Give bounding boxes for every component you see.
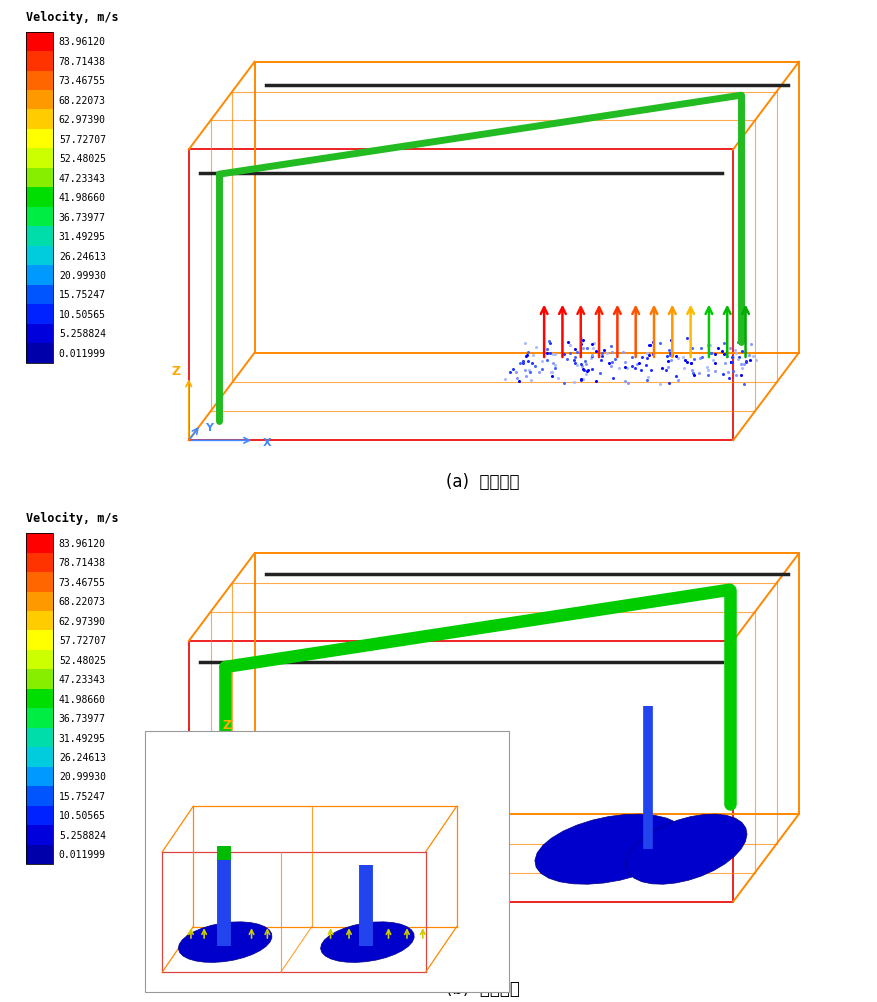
Text: 47.23343: 47.23343 bbox=[59, 173, 106, 183]
Bar bbox=[26, 669, 53, 689]
Text: 52.48025: 52.48025 bbox=[59, 655, 106, 665]
Text: 62.97390: 62.97390 bbox=[59, 616, 106, 626]
Bar bbox=[26, 344, 53, 364]
Polygon shape bbox=[625, 815, 746, 885]
Text: 0.011999: 0.011999 bbox=[59, 349, 106, 359]
Bar bbox=[26, 168, 53, 188]
Bar bbox=[26, 592, 53, 611]
Text: 83.96120: 83.96120 bbox=[59, 538, 106, 548]
Text: 57.72707: 57.72707 bbox=[59, 635, 106, 645]
Bar bbox=[26, 305, 53, 325]
Text: 0.011999: 0.011999 bbox=[59, 850, 106, 860]
Text: 26.24613: 26.24613 bbox=[59, 252, 106, 262]
Bar bbox=[145, 731, 509, 992]
Bar bbox=[26, 149, 53, 168]
Bar bbox=[26, 286, 53, 305]
Bar bbox=[26, 325, 53, 344]
Text: 52.48025: 52.48025 bbox=[59, 154, 106, 164]
Text: (b)  속도분포: (b) 속도분포 bbox=[446, 979, 519, 997]
Text: 68.22073: 68.22073 bbox=[59, 596, 106, 606]
Bar bbox=[26, 689, 53, 708]
Bar bbox=[26, 110, 53, 130]
Bar bbox=[26, 91, 53, 110]
Bar bbox=[26, 572, 53, 592]
Polygon shape bbox=[320, 922, 414, 963]
Text: Z: Z bbox=[171, 365, 180, 378]
Bar bbox=[26, 533, 53, 864]
Bar bbox=[26, 227, 53, 246]
Text: 78.71438: 78.71438 bbox=[59, 57, 106, 67]
Polygon shape bbox=[534, 815, 685, 885]
Text: 78.71438: 78.71438 bbox=[59, 558, 106, 568]
Text: 62.97390: 62.97390 bbox=[59, 115, 106, 125]
Bar bbox=[26, 207, 53, 227]
Text: 36.73977: 36.73977 bbox=[59, 713, 106, 723]
Bar bbox=[26, 747, 53, 767]
Text: 57.72707: 57.72707 bbox=[59, 134, 106, 144]
Text: 73.46755: 73.46755 bbox=[59, 76, 106, 86]
Text: 10.50565: 10.50565 bbox=[59, 811, 106, 821]
Bar bbox=[26, 553, 53, 572]
Bar bbox=[26, 71, 53, 91]
Text: Y: Y bbox=[205, 422, 213, 432]
Bar bbox=[26, 32, 53, 364]
Text: (a)  속도벡타: (a) 속도벡타 bbox=[446, 473, 519, 491]
Text: 5.258824: 5.258824 bbox=[59, 329, 106, 339]
Text: 15.75247: 15.75247 bbox=[59, 291, 106, 301]
Bar bbox=[26, 826, 53, 845]
Text: X: X bbox=[262, 438, 271, 448]
Bar bbox=[26, 787, 53, 806]
Text: 41.98660: 41.98660 bbox=[59, 694, 106, 703]
Bar bbox=[26, 130, 53, 149]
Text: 73.46755: 73.46755 bbox=[59, 577, 106, 587]
Text: 26.24613: 26.24613 bbox=[59, 753, 106, 763]
Text: 15.75247: 15.75247 bbox=[59, 792, 106, 802]
Text: 36.73977: 36.73977 bbox=[59, 212, 106, 222]
Bar bbox=[26, 728, 53, 747]
Bar bbox=[26, 188, 53, 207]
Text: Z: Z bbox=[223, 717, 232, 730]
Bar bbox=[26, 266, 53, 286]
Text: 41.98660: 41.98660 bbox=[59, 193, 106, 202]
Text: Velocity, m/s: Velocity, m/s bbox=[26, 511, 118, 525]
Text: 5.258824: 5.258824 bbox=[59, 830, 106, 840]
Bar bbox=[26, 767, 53, 787]
Bar bbox=[26, 611, 53, 631]
Text: 10.50565: 10.50565 bbox=[59, 310, 106, 320]
Bar bbox=[26, 533, 53, 553]
Text: Velocity, m/s: Velocity, m/s bbox=[26, 10, 118, 23]
Bar bbox=[26, 52, 53, 71]
Text: 20.99930: 20.99930 bbox=[59, 772, 106, 782]
Text: 31.49295: 31.49295 bbox=[59, 231, 106, 241]
Bar bbox=[26, 650, 53, 669]
Bar bbox=[26, 631, 53, 650]
Text: 68.22073: 68.22073 bbox=[59, 95, 106, 105]
Text: 31.49295: 31.49295 bbox=[59, 732, 106, 742]
Text: 83.96120: 83.96120 bbox=[59, 37, 106, 47]
Bar bbox=[26, 806, 53, 826]
Bar bbox=[26, 246, 53, 266]
Text: 20.99930: 20.99930 bbox=[59, 271, 106, 281]
Bar bbox=[26, 32, 53, 52]
Bar bbox=[26, 845, 53, 864]
Bar bbox=[26, 708, 53, 728]
Text: 47.23343: 47.23343 bbox=[59, 674, 106, 684]
Polygon shape bbox=[178, 922, 272, 963]
